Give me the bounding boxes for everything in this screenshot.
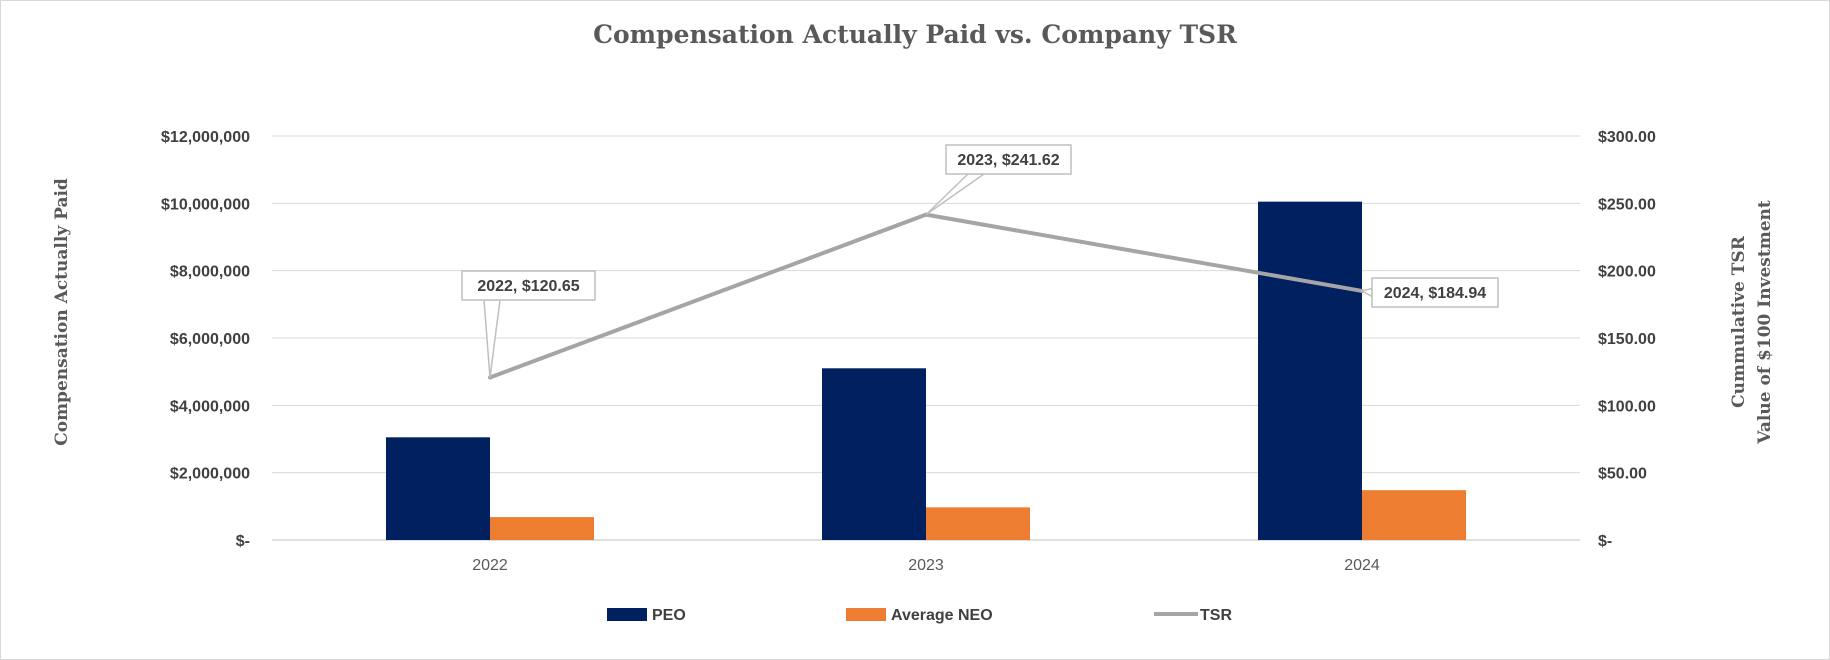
y-tick-label: $10,000,000 — [161, 196, 250, 213]
legend: PEO Average NEO TSR — [607, 607, 1232, 624]
y2-tick-label: $50.00 — [1598, 466, 1647, 483]
callout-box — [461, 270, 596, 301]
legend-swatch-neo — [846, 608, 886, 621]
callout-leader — [925, 173, 987, 216]
tsr-data-label: 2024, $184.94 — [1384, 285, 1486, 302]
data-callouts: 2022, $120.65 2023, $241.62 2024, $184.94 — [461, 144, 1499, 378]
y-tick-label: $2,000,000 — [170, 466, 250, 483]
x-category-label: 2024 — [1344, 557, 1380, 574]
x-category-label: 2023 — [908, 557, 944, 574]
tsr-line — [489, 212, 1363, 380]
tsr-line-group — [488, 212, 1364, 380]
y2-tick-label: $150.00 — [1598, 331, 1656, 348]
left-axis-ticks: $- $2,000,000 $4,000,000 $6,000,000 $8,000,0… — [161, 129, 250, 550]
x-category-label: 2022 — [472, 557, 508, 574]
legend-label-peo: PEO — [652, 607, 686, 624]
y2-axis-title-line2: Value of $100 Investment — [1755, 200, 1775, 445]
y-axis-title: Compensation Actually Paid — [52, 178, 72, 446]
y2-axis-title-line1: Cummulative TSR — [1729, 235, 1749, 408]
callout-leader — [483, 299, 501, 378]
tsr-data-label: 2022, $120.65 — [477, 278, 579, 295]
y-tick-label: $4,000,000 — [170, 398, 250, 415]
callout-box — [945, 144, 1072, 175]
y2-tick-label: $300.00 — [1598, 129, 1656, 146]
bars-group — [386, 201, 1466, 540]
y2-tick-label: $250.00 — [1598, 196, 1656, 213]
y-tick-label: $8,000,000 — [170, 264, 250, 281]
tsr-data-label: 2023, $241.62 — [957, 152, 1059, 169]
y-tick-label: $- — [236, 533, 250, 550]
bar-neo-2024 — [1362, 490, 1466, 540]
bar-peo-2022 — [386, 437, 490, 540]
y2-tick-label: $- — [1598, 533, 1612, 550]
category-labels: 2022 2023 2024 — [472, 557, 1380, 574]
bar-neo-2022 — [490, 517, 594, 540]
y2-tick-label: $100.00 — [1598, 398, 1656, 415]
legend-label-tsr: TSR — [1200, 607, 1232, 624]
right-axis-ticks: $- $50.00 $100.00 $150.00 $200.00 $250.00 $300… — [1598, 129, 1656, 550]
bar-neo-2023 — [926, 507, 1030, 540]
legend-label-neo: Average NEO — [891, 607, 993, 624]
legend-swatch-peo — [607, 608, 647, 621]
bar-peo-2023 — [822, 368, 926, 540]
y-tick-label: $12,000,000 — [161, 129, 250, 146]
y2-tick-label: $200.00 — [1598, 264, 1656, 281]
chart-title: Compensation Actually Paid vs. Company T… — [593, 20, 1237, 49]
callout-box — [1371, 277, 1499, 308]
y-tick-label: $6,000,000 — [170, 331, 250, 348]
bar-peo-2024 — [1258, 201, 1362, 540]
